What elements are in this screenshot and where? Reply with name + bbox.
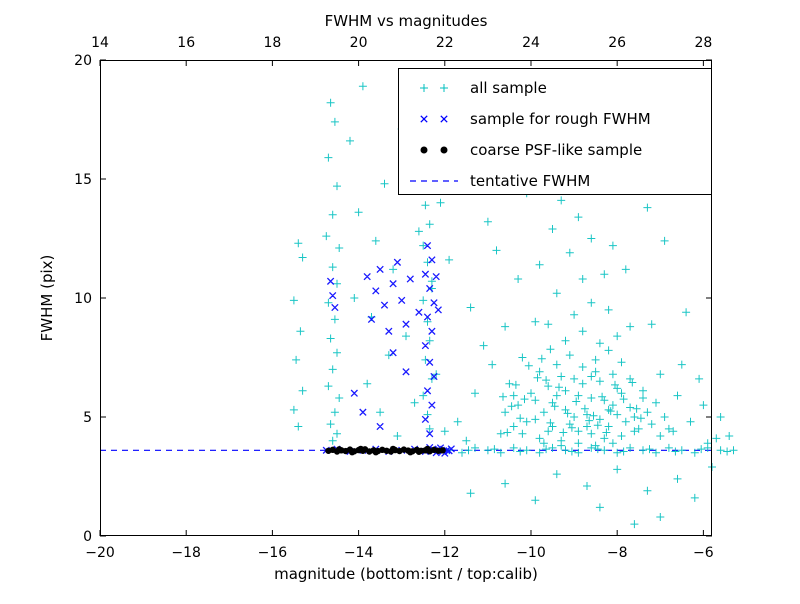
legend-box (398, 68, 712, 195)
svg-text:0: 0 (83, 529, 92, 545)
svg-text:−12: −12 (430, 545, 460, 561)
plot-marks (100, 75, 738, 529)
svg-text:14: 14 (91, 35, 109, 51)
svg-text:−10: −10 (516, 545, 546, 561)
legend-label-all-sample: all sample (470, 79, 547, 97)
legend: all sample sample for rough FWHM coarse … (398, 68, 712, 195)
svg-text:16: 16 (177, 35, 195, 51)
svg-text:26: 26 (608, 35, 626, 51)
svg-text:18: 18 (263, 35, 281, 51)
svg-text:−20: −20 (85, 545, 115, 561)
svg-text:5: 5 (83, 410, 92, 426)
svg-text:−14: −14 (344, 545, 374, 561)
svg-text:20: 20 (74, 53, 92, 69)
svg-text:−6: −6 (693, 545, 714, 561)
svg-text:28: 28 (694, 35, 712, 51)
x-axis-label: magnitude (bottom:isnt / top:calib) (274, 565, 538, 583)
legend-markers (410, 84, 458, 182)
svg-text:22: 22 (436, 35, 454, 51)
legend-label-tentative-fwhm: tentative FWHM (470, 172, 590, 190)
svg-text:15: 15 (74, 172, 92, 188)
svg-text:24: 24 (522, 35, 540, 51)
svg-text:10: 10 (74, 291, 92, 307)
y-axis-label: FWHM (pix) (38, 255, 56, 342)
chart-title: FWHM vs magnitudes (325, 12, 488, 30)
svg-text:−16: −16 (258, 545, 288, 561)
legend-label-psf-like-sample: coarse PSF-like sample (470, 141, 642, 159)
svg-text:20: 20 (350, 35, 368, 51)
svg-text:−18: −18 (171, 545, 201, 561)
svg-text:−8: −8 (607, 545, 628, 561)
legend-label-rough-fwhm-sample: sample for rough FWHM (470, 110, 651, 128)
